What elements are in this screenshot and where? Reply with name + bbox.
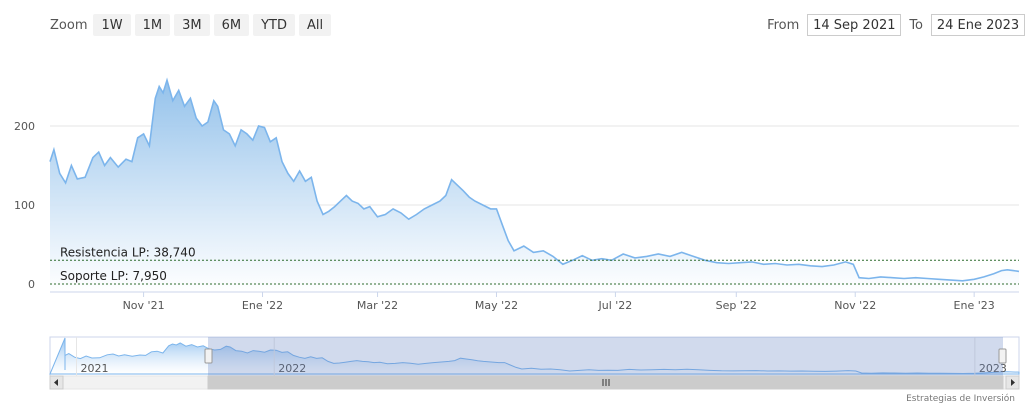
to-label: To: [909, 17, 923, 33]
navigator-area: [49, 337, 1020, 375]
right-arrow-icon: [1011, 379, 1015, 386]
zoom-1w-button[interactable]: 1W: [93, 14, 131, 36]
zoom-3m-button[interactable]: 3M: [174, 14, 210, 36]
zoom-ytd-button[interactable]: YTD: [253, 14, 296, 36]
y-tick-label: 100: [14, 199, 35, 212]
scrollbar[interactable]: [49, 375, 1020, 390]
from-date-input[interactable]: [807, 14, 902, 36]
zoom-1m-button[interactable]: 1M: [134, 14, 171, 36]
date-range: From To: [767, 14, 1025, 36]
x-tick-label: Sep '22: [716, 299, 757, 312]
from-label: From: [767, 17, 800, 33]
navigator-year-label: 2023: [979, 362, 1007, 375]
navigator-right-handle[interactable]: [998, 348, 1007, 364]
navigator-left-handle[interactable]: [204, 348, 213, 364]
navigator-year-label: 2022: [278, 362, 306, 375]
x-tick-label: May '22: [475, 299, 518, 312]
navigator-year-label: 2021: [81, 362, 109, 375]
x-tick-label: Ene '22: [242, 299, 283, 312]
to-date-input[interactable]: [931, 14, 1025, 36]
x-axis: Nov '21 Ene '22 Mar '22 May '22 Jul '22 Sep '…: [123, 292, 995, 312]
x-tick-label: Nov '21: [123, 299, 165, 312]
y-tick-label: 0: [28, 278, 35, 291]
navigator-labels: 2021 2022 2023: [76, 337, 1007, 376]
y-tick-label: 200: [14, 120, 35, 133]
navigator[interactable]: 2021 2022 2023: [49, 336, 1020, 377]
zoom-label: Zoom: [50, 17, 88, 33]
x-tick-label: Jul '22: [598, 299, 633, 312]
price-line: [49, 77, 1020, 282]
x-tick-label: Mar '22: [357, 299, 398, 312]
y-axis: 0 100 200: [14, 120, 35, 291]
credit-text: Estrategias de Inversión: [906, 394, 1015, 404]
price-area: [50, 80, 1019, 292]
navigator-selection[interactable]: [208, 337, 1003, 376]
support-label: Soporte LP: 7,950: [60, 269, 167, 283]
zoom-bar: Zoom 1W 1M 3M 6M YTD All: [50, 14, 332, 36]
scrollbar-grip-icon: [602, 379, 610, 386]
resistance-label: Resistencia LP: 38,740: [60, 245, 196, 259]
x-tick-label: Ene '23: [954, 299, 995, 312]
support-resistance-levels: Resistencia LP: 38,740 Soporte LP: 7,950: [50, 245, 1019, 285]
left-arrow-icon: [54, 379, 58, 386]
x-tick-label: Nov '22: [834, 299, 876, 312]
zoom-all-button[interactable]: All: [299, 14, 332, 36]
zoom-6m-button[interactable]: 6M: [213, 14, 250, 36]
